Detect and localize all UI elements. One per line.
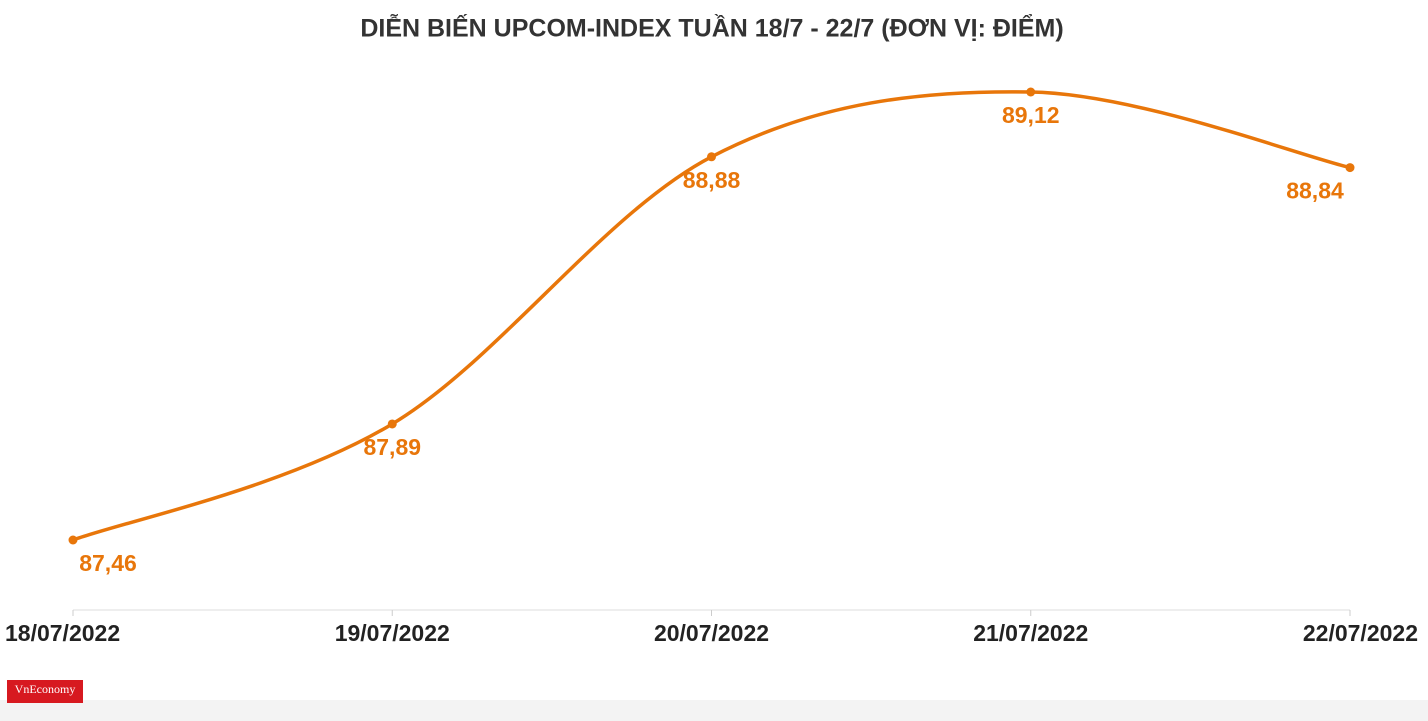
point [68, 535, 78, 545]
value-label: 87,46 [79, 550, 137, 576]
logo: VnEconomy [15, 682, 76, 696]
x-tick-label: 20/07/2022 [654, 620, 769, 646]
value-label: 88,88 [683, 167, 741, 193]
value-label: 89,12 [1002, 102, 1060, 128]
x-tick-label: 19/07/2022 [335, 620, 450, 646]
point [1345, 163, 1355, 173]
footer-band [0, 700, 1428, 721]
value-label: 88,84 [1286, 178, 1344, 204]
x-tick-label: 22/07/2022 [1303, 620, 1418, 646]
point [1026, 87, 1036, 97]
value-label: 87,89 [363, 434, 421, 460]
point [707, 152, 716, 162]
point [387, 419, 397, 429]
chart-title: DIỄN BIẾN UPCOM-INDEX TUẦN 18/7 - 22/7 (… [360, 13, 1063, 43]
x-tick-label: 21/07/2022 [973, 620, 1088, 646]
logo-box [7, 680, 83, 703]
x-tick-label: 18/07/2022 [5, 620, 120, 646]
